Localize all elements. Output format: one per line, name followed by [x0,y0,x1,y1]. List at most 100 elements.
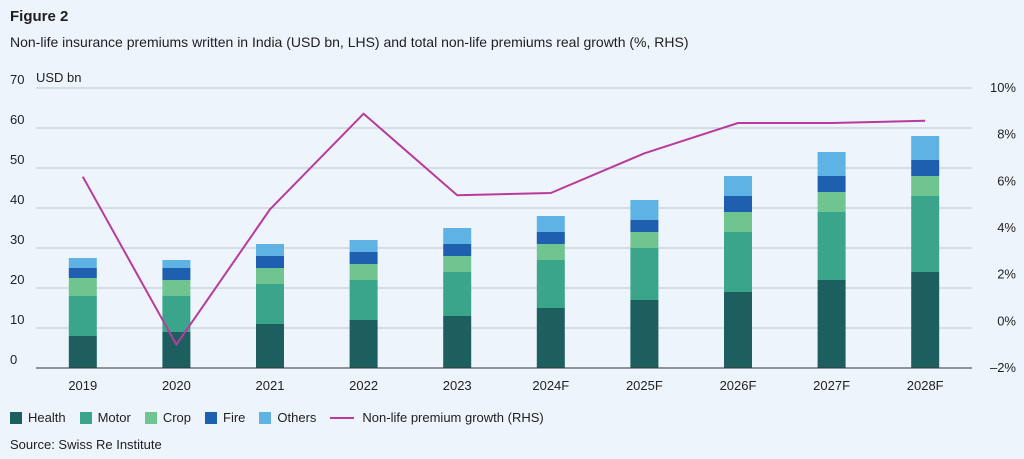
right-axis-ticks: –2% 0% 2% 4% 6% 8% 10% [990,80,1016,375]
legend-swatch-others [259,411,272,424]
bar-segment-health [349,320,378,368]
bar-segment-motor [349,280,378,320]
bar-segment-health [911,272,940,368]
right-tick-label: –2% [990,360,1016,375]
figure-subtitle: Non-life insurance premiums written in I… [10,34,689,50]
bar-segment-health [443,316,472,368]
bar-segment-health [536,308,565,368]
x-tick-label: 2026F [720,378,757,393]
bar-segment-crop [817,192,846,212]
bar-segment-others [443,228,472,244]
x-tick-label: 2021 [256,378,285,393]
left-tick-label: 60 [10,112,24,127]
bar-segment-fire [630,220,659,232]
bar-segment-motor [536,260,565,308]
legend-label-others: Others [277,410,317,425]
left-tick-label: 20 [10,272,24,287]
left-tick-label: 10 [10,312,24,327]
right-tick-label: 10% [990,80,1016,95]
bar-segment-others [256,244,284,256]
legend-label-fire: Fire [223,410,246,425]
stacked-bars [68,136,940,368]
bar-segment-health [630,300,659,368]
bar-segment-crop [256,268,284,284]
growth-line [81,112,926,346]
bar-segment-others [630,200,659,220]
legend-label-health: Health [28,410,66,425]
right-tick-label: 2% [997,267,1016,282]
bar-segment-crop [724,212,752,232]
bar-segment-fire [162,268,191,280]
x-tick-label: 2023 [443,378,472,393]
x-tick-label: 2028F [907,378,944,393]
bar-segment-fire [256,256,284,268]
x-tick-label: 2027F [813,378,850,393]
bar-segment-fire [911,160,940,176]
bar-segment-health [256,324,284,368]
left-tick-label: 70 [10,72,24,87]
x-tick-label: 2022 [349,378,378,393]
source-note: Source: Swiss Re Institute [10,437,162,452]
bar-segment-fire [443,244,472,256]
left-axis-ticks: 0 10 20 30 40 50 60 70 [10,72,24,367]
x-tick-label: 2024F [532,378,569,393]
bar-segment-others [536,216,565,232]
bar-segment-others [68,258,97,268]
bar-segment-fire [817,176,846,192]
left-axis-unit-label: USD bn [36,70,82,85]
bar-segment-motor [724,232,752,292]
bar-segment-fire [349,252,378,264]
legend-swatch-fire [205,411,217,424]
legend-item-motor: Motor [79,410,131,425]
right-tick-label: 6% [997,173,1016,188]
legend-swatch-crop [144,411,157,424]
bar-segment-motor [911,196,940,272]
growth-line-path [81,112,926,346]
legend-item-growth: Non-life premium growth (RHS) [330,410,544,425]
right-tick-label: 8% [997,127,1016,142]
bar-segment-crop [443,256,472,272]
legend-label-crop: Crop [162,410,191,425]
legend-swatch-motor [79,411,92,424]
x-tick-label: 2020 [162,378,191,393]
bar-segment-crop [536,244,565,260]
bar-segment-health [162,332,191,368]
bar-segment-health [68,336,97,368]
bar-segment-crop [630,232,659,248]
bar-segment-crop [162,280,191,296]
bar-segment-motor [68,296,97,336]
figure-label: Figure 2 [10,8,69,25]
legend-swatch-health [10,411,22,424]
bar-segment-others [817,152,846,176]
bar-segment-motor [256,284,284,324]
bar-segment-motor [817,212,846,280]
bar-segment-others [349,240,378,252]
right-tick-label: 0% [997,313,1016,328]
left-tick-label: 30 [10,232,24,247]
legend-item-fire: Fire [205,410,245,425]
legend-label-growth: Non-life premium growth (RHS) [362,410,544,425]
bar-segment-motor [630,248,659,300]
gridlines [36,87,972,329]
bar-segment-others [724,176,752,196]
legend: Health Motor Crop Fire Others Non-life p… [10,410,558,425]
bar-segment-crop [68,278,97,296]
bar-segment-fire [68,268,97,278]
bar-segment-crop [349,264,378,280]
bar-segment-others [162,260,191,268]
bar-segment-crop [911,176,940,196]
bar-segment-others [911,136,940,160]
legend-item-health: Health [10,410,66,425]
x-tick-label: 2019 [68,378,97,393]
legend-swatch-growth [330,416,355,419]
bar-segment-fire [536,232,565,244]
right-tick-label: 4% [997,220,1016,235]
left-tick-label: 40 [10,192,24,207]
bar-segment-fire [724,196,752,212]
bar-segment-health [817,280,846,368]
legend-item-crop: Crop [144,410,191,425]
x-tick-label: 2025F [626,378,663,393]
left-tick-label: 50 [10,152,24,167]
x-axis-ticks: 2019 2020 2021 2022 2023 2024F 2025F 2026F 2027F… [68,378,943,393]
